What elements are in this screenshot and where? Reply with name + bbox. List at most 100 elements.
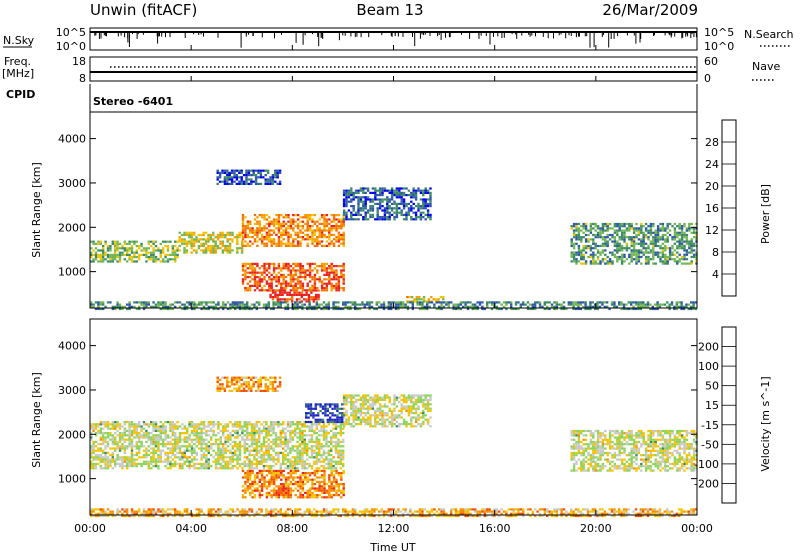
power-cell: [337, 289, 341, 292]
power-cell: [647, 255, 650, 259]
power-cell: [253, 271, 257, 274]
power-cell: [380, 303, 383, 306]
velocity-cell: [169, 443, 172, 446]
power-cell: [94, 253, 98, 256]
velocity-cell: [207, 458, 210, 461]
velocity-cell: [282, 427, 285, 430]
power-cell: [383, 189, 387, 192]
power-cell: [260, 287, 264, 290]
power-cell: [270, 307, 273, 311]
power-cell: [97, 305, 100, 308]
power-cell: [264, 174, 267, 177]
power-cell: [656, 240, 660, 243]
power-cell: [656, 244, 660, 248]
velocity-cell: [274, 451, 278, 454]
power-cell: [340, 271, 343, 274]
power-cell: [618, 301, 621, 304]
power-cell: [308, 229, 312, 232]
power-cell: [374, 218, 377, 221]
power-cell: [457, 303, 460, 306]
velocity-cell: [310, 465, 314, 468]
power-cell: [620, 238, 624, 241]
power-cell: [335, 225, 338, 228]
power-cell: [301, 231, 305, 234]
power-cell: [342, 273, 345, 276]
power-cell: [688, 225, 691, 228]
velocity-cell: [181, 458, 184, 461]
velocity-cell: [272, 449, 275, 452]
velocity-cell: [313, 423, 316, 426]
power-cell: [424, 207, 427, 210]
power-cell: [320, 287, 324, 290]
power-cell: [606, 236, 609, 239]
velocity-cell: [193, 449, 196, 452]
velocity-cell: [279, 445, 282, 448]
power-cell: [620, 258, 624, 261]
power-cell: [673, 231, 677, 234]
velocity-cell: [253, 436, 256, 439]
power-cell: [296, 262, 300, 265]
power-cell: [404, 303, 407, 306]
power-cell: [524, 303, 527, 306]
power-cell: [579, 303, 582, 306]
power-cell: [269, 293, 272, 296]
velocity-cell: [330, 443, 333, 446]
power-cell: [114, 247, 117, 250]
velocity-cell: [371, 425, 375, 428]
power-cell: [188, 240, 191, 243]
velocity-cell: [334, 447, 338, 450]
velocity-cell: [334, 467, 338, 470]
power-cell: [345, 216, 348, 219]
power-cell: [640, 262, 643, 265]
power-cell: [580, 249, 583, 252]
power-cell: [407, 194, 411, 197]
velocity-cell: [318, 423, 321, 426]
power-cell: [216, 182, 219, 185]
velocity-cell: [238, 434, 242, 437]
power-cell: [270, 273, 273, 276]
power-cell: [616, 222, 619, 226]
power-cell: [652, 240, 655, 243]
velocity-cell: [130, 425, 134, 428]
velocity-cell: [279, 423, 282, 426]
power-cell: [228, 174, 231, 177]
velocity-cell: [258, 436, 261, 439]
power-cell: [301, 284, 305, 287]
freq-tick-top: 18: [72, 55, 86, 68]
power-cell: [426, 307, 429, 311]
power-cell: [223, 182, 227, 185]
power-cell: [620, 229, 624, 232]
power-cell: [226, 240, 229, 243]
velocity-cell: [255, 460, 258, 463]
power-cell: [94, 256, 98, 259]
velocity-cell: [286, 438, 290, 441]
velocity-cell: [253, 434, 256, 437]
power-cell: [688, 247, 691, 250]
velocity-cell: [174, 443, 177, 446]
velocity-cell: [255, 445, 258, 448]
power-cell: [260, 233, 264, 236]
power-cell: [289, 236, 293, 239]
power-cell: [685, 258, 689, 261]
velocity-cell: [176, 438, 179, 441]
power-cell: [128, 253, 131, 256]
power-cell: [364, 213, 367, 216]
velocity-cell: [195, 425, 198, 428]
power-cell: [498, 307, 501, 311]
power-cell: [308, 287, 312, 290]
power-cell: [388, 189, 391, 192]
power-cell: [308, 307, 311, 311]
power-cell: [651, 305, 654, 308]
power-cell: [275, 267, 278, 270]
power-cell: [354, 305, 357, 308]
velocity-cell: [114, 425, 117, 428]
power-cell: [152, 249, 155, 252]
power-cell: [505, 303, 508, 306]
power-cell: [240, 182, 243, 185]
power-cell: [584, 233, 588, 237]
power-cell: [296, 303, 299, 306]
power-cell: [577, 236, 581, 239]
velocity-cell: [265, 449, 268, 452]
velocity-cell: [294, 467, 297, 470]
velocity-cell: [188, 434, 191, 437]
